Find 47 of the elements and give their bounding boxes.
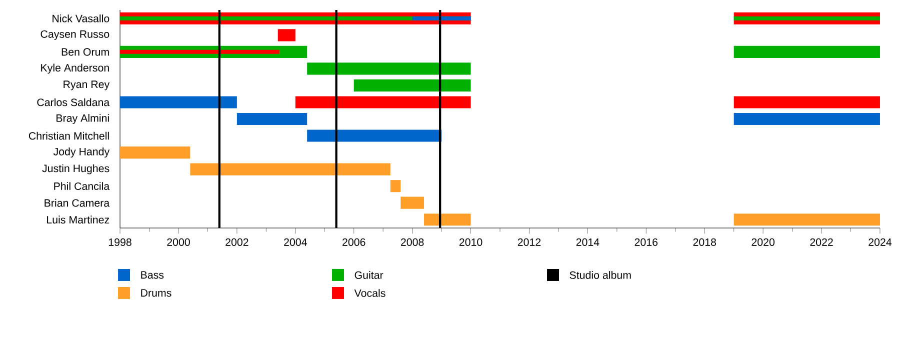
x-tick-label: 2024 xyxy=(868,238,892,246)
x-tick-label: 1998 xyxy=(108,238,132,246)
bar xyxy=(354,79,471,92)
x-tick-label: 2008 xyxy=(400,238,424,246)
bar xyxy=(307,62,471,75)
y-tick-label: Phil Cancila xyxy=(54,182,110,190)
legend-label: Bass xyxy=(141,271,164,279)
y-tick-label: Brian Camera xyxy=(44,198,110,207)
legend-label: Drums xyxy=(141,289,172,297)
x-tick-label: 2010 xyxy=(459,238,482,246)
y-tick-label: Ben Orum xyxy=(62,48,109,56)
x-tick-label: 2018 xyxy=(693,238,716,246)
x-tick-label: 2000 xyxy=(167,238,190,246)
y-tick-label: Jody Handy xyxy=(53,148,110,158)
y-tick-label: Christian Mitchell xyxy=(28,132,109,140)
bar xyxy=(734,96,880,108)
x-tick-label: 2012 xyxy=(518,238,541,246)
bar xyxy=(236,112,308,126)
legend-label: Vocals xyxy=(354,289,386,297)
x-tick-label: 2004 xyxy=(284,238,307,246)
x-tick-label: 2016 xyxy=(634,238,658,246)
bar xyxy=(424,214,471,226)
bar xyxy=(390,180,401,192)
x-tick-label: 2002 xyxy=(226,238,248,246)
bar xyxy=(120,96,237,108)
bar xyxy=(295,96,471,108)
y-tick-label: Justin Hughes xyxy=(42,164,110,174)
y-tick-label: Luis Martinez xyxy=(47,216,110,224)
legend-label: Studio album xyxy=(570,271,631,279)
bar xyxy=(120,146,190,159)
x-tick-label: 2022 xyxy=(810,238,833,246)
bar xyxy=(307,130,442,142)
y-tick-label: Caysen Russo xyxy=(40,30,110,40)
x-tick-label: 2020 xyxy=(752,238,775,246)
y-tick-label: Nick Vasallo xyxy=(52,14,110,22)
legend-label: Guitar xyxy=(354,271,384,279)
bar xyxy=(190,163,390,176)
y-tick-label: Bray Almini xyxy=(56,114,109,124)
bar xyxy=(400,196,424,209)
bar xyxy=(278,29,296,42)
bar xyxy=(734,214,880,226)
y-tick-label: Kyle Anderson xyxy=(41,64,109,74)
y-tick-label: Ryan Rey xyxy=(64,80,110,90)
x-tick-label: 2006 xyxy=(342,238,366,246)
x-tick-label: 2014 xyxy=(576,238,600,246)
bar xyxy=(734,112,880,126)
y-tick-label: Carlos Saldana xyxy=(37,98,110,106)
